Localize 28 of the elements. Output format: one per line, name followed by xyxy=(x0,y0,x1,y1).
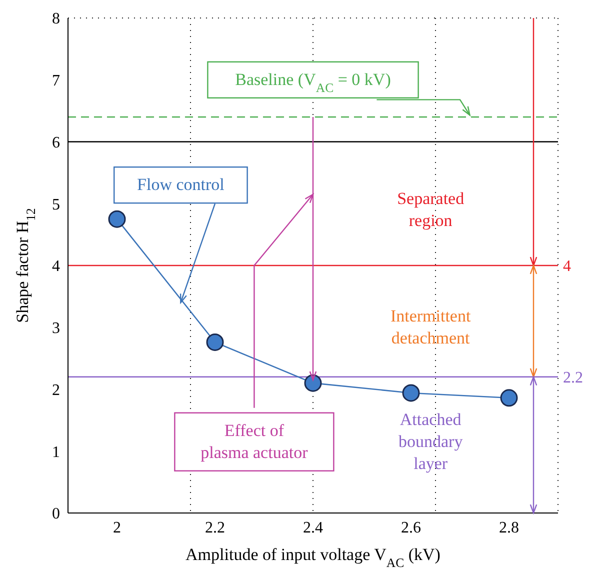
annotation: Attached boundary layer xyxy=(398,410,464,473)
y-tick-label: 2 xyxy=(52,382,60,399)
point xyxy=(500,389,518,407)
point xyxy=(304,374,322,392)
y-tick-label: 5 xyxy=(52,196,60,214)
ref-line-label: 2.2 xyxy=(563,370,583,387)
x-tick-label: 2 xyxy=(113,519,121,536)
point xyxy=(402,384,420,402)
x-tick-label: 2.4 xyxy=(303,519,323,536)
y-tick-label: 7 xyxy=(52,72,60,90)
annotation: Flow control xyxy=(137,175,225,194)
annotation: Effect of plasma actuator xyxy=(200,420,308,462)
y-tick-label: 6 xyxy=(52,134,60,152)
y-tick-label: 4 xyxy=(52,258,60,276)
y-tick-label: 3 xyxy=(52,320,60,338)
y-tick-label: 0 xyxy=(52,506,60,523)
x-tick-label: 2.6 xyxy=(401,519,421,536)
x-axis-title: Amplitude of input voltage V$_{AC}$ (kV) xyxy=(186,545,440,570)
y-tick-label: 8 xyxy=(52,10,60,28)
ref-line-label: 4 xyxy=(563,258,571,276)
annotation: Intermittent detachment xyxy=(390,306,471,348)
point xyxy=(206,333,224,351)
point xyxy=(108,210,126,228)
annotation: Baseline (V$_{AC}$ = 0 kV) xyxy=(235,70,391,95)
y-tick-label: 1 xyxy=(52,444,60,461)
x-tick-label: 2.8 xyxy=(499,519,519,536)
annotation: Separated region xyxy=(397,188,465,230)
x-tick-label: 2.2 xyxy=(205,519,225,536)
